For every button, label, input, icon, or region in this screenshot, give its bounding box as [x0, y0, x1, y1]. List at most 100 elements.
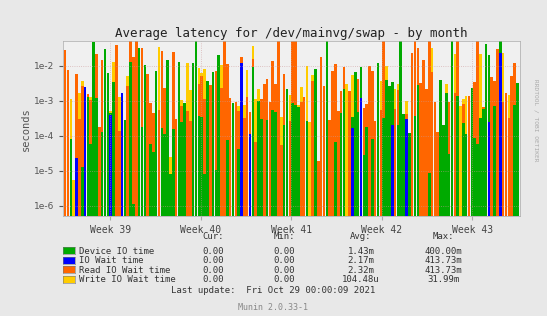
Bar	[121, 115, 124, 216]
Bar	[254, 142, 257, 216]
Bar	[143, 104, 146, 216]
Bar	[388, 86, 391, 216]
Bar	[314, 69, 317, 216]
Bar	[476, 144, 479, 216]
Bar	[67, 70, 69, 216]
Bar	[129, 62, 132, 216]
Bar	[411, 53, 414, 216]
Bar	[397, 90, 399, 216]
Bar	[220, 64, 223, 216]
Bar	[252, 67, 254, 216]
Bar	[300, 102, 302, 216]
Bar	[385, 119, 388, 216]
Y-axis label: seconds: seconds	[21, 107, 31, 151]
Bar	[470, 88, 473, 216]
Bar	[124, 200, 126, 216]
Bar	[243, 105, 246, 216]
Bar	[141, 48, 143, 216]
Text: Min:: Min:	[274, 232, 295, 240]
Bar	[297, 107, 300, 216]
Bar	[186, 63, 189, 216]
Bar	[98, 127, 101, 216]
Bar	[428, 113, 430, 216]
Text: RRDTOOL / TOBI OETIKER: RRDTOOL / TOBI OETIKER	[534, 79, 539, 161]
Bar	[468, 96, 470, 216]
Bar	[491, 77, 493, 216]
Bar	[109, 113, 112, 216]
Bar	[388, 105, 391, 216]
Bar	[67, 104, 69, 216]
Bar	[175, 144, 177, 216]
Text: 0.00: 0.00	[274, 247, 295, 256]
Bar	[240, 118, 243, 216]
Bar	[456, 96, 459, 216]
Bar	[92, 42, 95, 216]
Bar	[397, 125, 399, 216]
Bar	[382, 14, 385, 216]
Bar	[371, 71, 374, 216]
Text: 0.00: 0.00	[274, 275, 295, 284]
Bar	[280, 145, 283, 216]
Bar	[448, 102, 450, 216]
Bar	[365, 105, 368, 216]
Bar	[342, 67, 345, 216]
Bar	[181, 100, 183, 216]
Bar	[337, 142, 340, 216]
Bar	[306, 121, 308, 216]
Bar	[181, 123, 183, 216]
Bar	[408, 139, 411, 216]
Bar	[417, 85, 419, 216]
Bar	[422, 63, 425, 216]
Text: 104.48u: 104.48u	[342, 275, 380, 284]
Bar	[124, 120, 126, 216]
Bar	[377, 85, 379, 216]
Bar	[254, 99, 257, 216]
Bar	[380, 81, 382, 216]
Bar	[442, 125, 445, 216]
Bar	[107, 73, 109, 216]
Bar	[138, 113, 141, 216]
Bar	[109, 111, 112, 216]
Bar	[487, 57, 490, 216]
Bar	[394, 109, 397, 216]
Bar	[499, 99, 502, 216]
Bar	[482, 109, 485, 216]
Bar	[391, 150, 393, 216]
Bar	[334, 165, 336, 216]
Bar	[92, 80, 95, 216]
Bar	[340, 91, 342, 216]
Bar	[348, 126, 351, 216]
Bar	[323, 120, 325, 216]
Bar	[235, 102, 237, 216]
Text: 0.00: 0.00	[202, 266, 224, 275]
Bar	[249, 140, 251, 216]
Bar	[360, 117, 362, 216]
Bar	[417, 164, 419, 216]
Bar	[138, 91, 141, 216]
Bar	[275, 139, 277, 216]
Bar	[442, 127, 445, 216]
Bar	[382, 118, 385, 216]
Bar	[269, 136, 271, 216]
Bar	[334, 142, 336, 216]
Bar	[465, 96, 468, 216]
Bar	[351, 158, 354, 216]
Bar	[453, 54, 456, 216]
Bar	[257, 106, 260, 216]
Bar	[403, 114, 405, 216]
Bar	[109, 132, 112, 216]
Bar	[195, 96, 197, 216]
Bar	[246, 70, 248, 216]
Text: 31.99m: 31.99m	[427, 275, 459, 284]
Bar	[132, 204, 135, 216]
Bar	[405, 119, 408, 216]
Bar	[169, 157, 172, 216]
Bar	[399, 0, 402, 216]
Bar	[331, 70, 334, 216]
Bar	[143, 106, 146, 216]
Bar	[112, 62, 115, 216]
Text: Read IO Wait time: Read IO Wait time	[79, 266, 171, 275]
Bar	[155, 81, 158, 216]
Text: 400.00m: 400.00m	[424, 247, 462, 256]
Bar	[354, 125, 357, 216]
